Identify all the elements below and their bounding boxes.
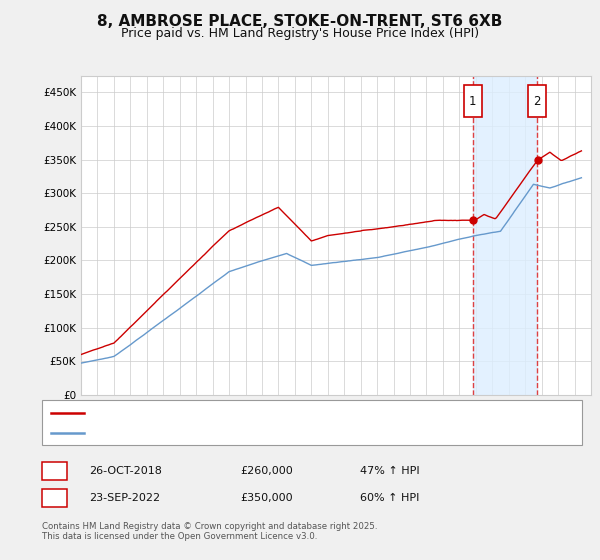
Text: HPI: Average price, detached house, Stoke-on-Trent: HPI: Average price, detached house, Stok…	[89, 428, 344, 438]
Text: 23-SEP-2022: 23-SEP-2022	[89, 493, 160, 503]
Text: 2: 2	[533, 95, 541, 108]
Text: 8, AMBROSE PLACE, STOKE-ON-TRENT, ST6 6XB (detached house): 8, AMBROSE PLACE, STOKE-ON-TRENT, ST6 6X…	[89, 408, 418, 418]
Text: Price paid vs. HM Land Registry's House Price Index (HPI): Price paid vs. HM Land Registry's House …	[121, 27, 479, 40]
Text: 1: 1	[469, 95, 476, 108]
Text: 60% ↑ HPI: 60% ↑ HPI	[360, 493, 419, 503]
FancyBboxPatch shape	[464, 85, 482, 117]
Text: 8, AMBROSE PLACE, STOKE-ON-TRENT, ST6 6XB: 8, AMBROSE PLACE, STOKE-ON-TRENT, ST6 6X…	[97, 14, 503, 29]
FancyBboxPatch shape	[528, 85, 547, 117]
Text: Contains HM Land Registry data © Crown copyright and database right 2025.
This d: Contains HM Land Registry data © Crown c…	[42, 522, 377, 542]
Bar	[473, 76, 537, 395]
Text: 2: 2	[51, 492, 58, 505]
Text: 47% ↑ HPI: 47% ↑ HPI	[360, 466, 419, 476]
Text: £350,000: £350,000	[240, 493, 293, 503]
Text: 26-OCT-2018: 26-OCT-2018	[89, 466, 161, 476]
Text: 1: 1	[51, 464, 58, 478]
Text: £260,000: £260,000	[240, 466, 293, 476]
